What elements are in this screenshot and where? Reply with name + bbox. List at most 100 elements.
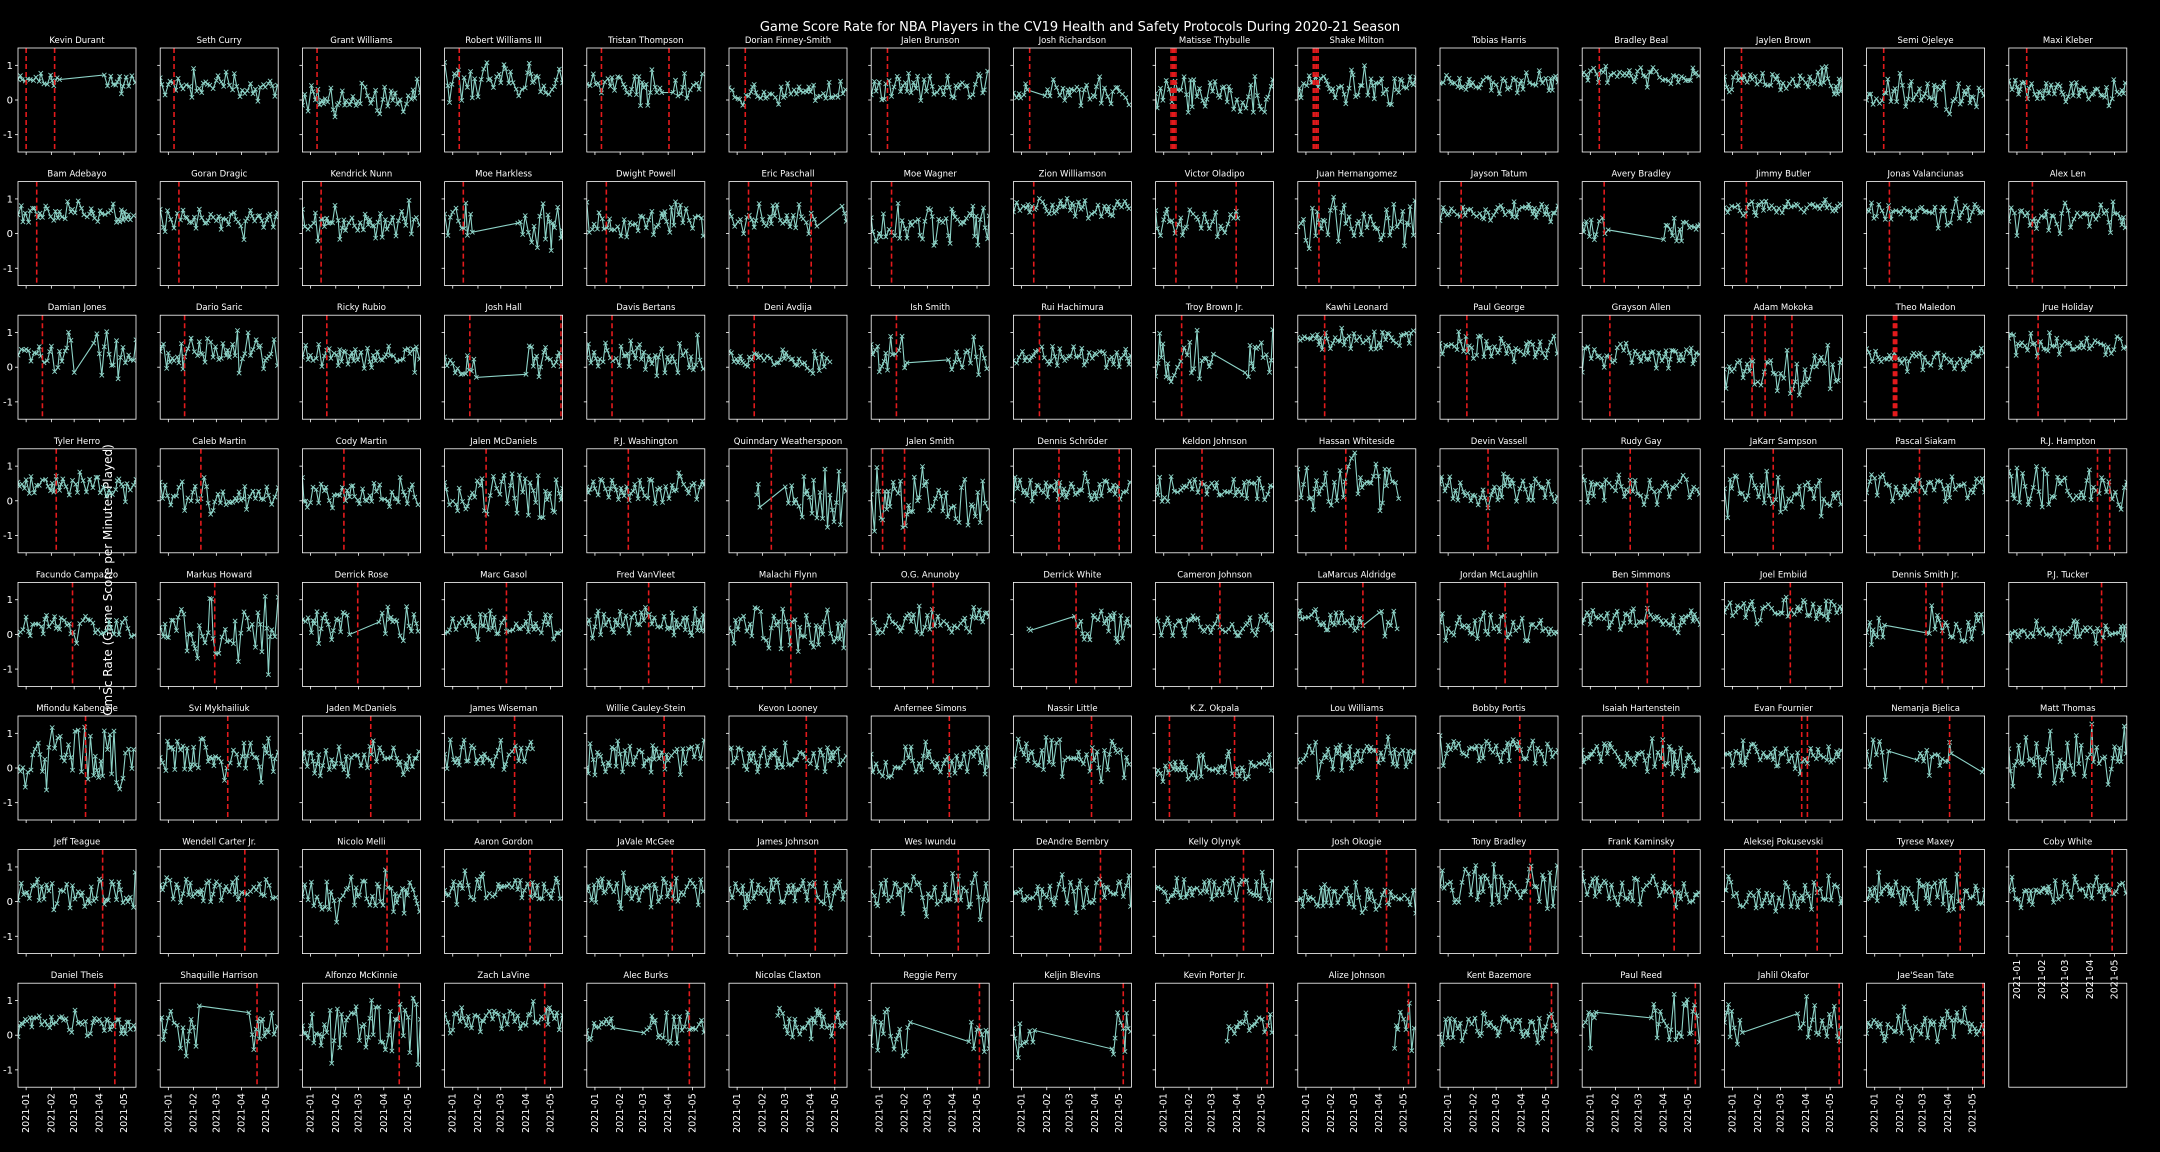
data-point	[131, 482, 136, 488]
panel-title: Deni Avdija	[764, 303, 812, 313]
data-point	[962, 476, 968, 482]
data-point	[800, 750, 806, 756]
data-point	[329, 220, 336, 226]
data-point	[1809, 364, 1815, 370]
data-point	[754, 94, 761, 100]
data-point	[1890, 88, 1897, 94]
data-point	[617, 608, 623, 614]
data-point	[2028, 630, 2034, 636]
data-point	[637, 103, 644, 109]
data-point	[1057, 346, 1063, 352]
data-point	[261, 224, 267, 230]
panel-title: Maxi Kleber	[2043, 36, 2093, 46]
data-point	[2094, 86, 2101, 92]
data-point	[19, 77, 25, 83]
data-point	[2032, 91, 2038, 97]
data-point	[841, 481, 847, 487]
data-point	[1761, 500, 1767, 506]
data-point	[527, 480, 533, 486]
data-point	[555, 630, 562, 636]
data-point	[1599, 481, 1606, 487]
data-point	[55, 215, 61, 221]
panel: Adam Mokoka	[1721, 303, 1843, 423]
data-point	[466, 614, 472, 620]
data-point	[1270, 627, 1274, 633]
data-point	[1601, 497, 1607, 503]
data-point	[321, 101, 327, 107]
data-point	[776, 360, 782, 366]
data-point	[18, 764, 21, 770]
data-point	[778, 761, 784, 767]
data-point	[238, 497, 244, 503]
data-point	[813, 622, 819, 629]
data-point	[1931, 487, 1937, 493]
data-point	[256, 488, 262, 494]
data-point	[976, 372, 982, 378]
data-point	[65, 199, 71, 205]
data-point	[595, 492, 601, 498]
data-point	[592, 624, 598, 630]
data-point	[1327, 346, 1333, 352]
data-point	[932, 764, 939, 771]
data-point	[904, 511, 910, 517]
data-point	[876, 79, 882, 85]
data-point	[78, 769, 85, 775]
data-point	[1975, 618, 1981, 624]
data-point	[230, 341, 236, 347]
data-point	[738, 746, 744, 752]
data-point	[249, 621, 255, 627]
data-point	[1323, 755, 1329, 761]
data-point	[1519, 615, 1525, 621]
data-point	[941, 761, 947, 767]
data-point	[395, 499, 401, 505]
data-point	[264, 484, 270, 490]
data-point	[1598, 484, 1604, 490]
data-point	[501, 766, 507, 773]
data-point	[469, 490, 475, 496]
data-point	[1969, 209, 1975, 215]
data-point	[342, 611, 348, 617]
data-point	[1826, 202, 1832, 208]
data-point	[243, 218, 249, 224]
data-point	[1348, 346, 1354, 352]
data-point	[43, 476, 49, 483]
data-point	[1870, 101, 1876, 107]
data-point	[904, 235, 910, 241]
data-point	[43, 612, 50, 618]
data-point	[127, 487, 133, 493]
data-point	[541, 349, 547, 355]
data-point	[513, 86, 519, 92]
data-point	[322, 96, 328, 102]
y-tick-label: -1	[3, 665, 13, 676]
data-point	[776, 755, 782, 761]
data-point	[1502, 78, 1508, 84]
data-point	[690, 621, 696, 627]
data-point	[835, 94, 841, 100]
data-point	[472, 623, 478, 629]
data-point	[1322, 752, 1328, 758]
data-point	[1526, 497, 1532, 503]
data-point	[95, 474, 101, 480]
data-point	[982, 500, 988, 506]
data-point	[617, 74, 623, 80]
data-point	[1601, 616, 1607, 622]
data-point	[255, 610, 261, 616]
data-point	[46, 624, 52, 630]
data-point	[58, 481, 64, 487]
data-point	[1978, 88, 1984, 94]
data-point	[620, 490, 626, 496]
data-point	[1804, 379, 1810, 385]
data-point	[523, 371, 529, 377]
data-point	[39, 768, 45, 774]
data-point	[2034, 96, 2040, 102]
data-point	[972, 748, 978, 754]
data-point	[1967, 626, 1973, 632]
data-point	[545, 212, 551, 218]
data-point	[207, 595, 213, 602]
data-point	[1504, 351, 1510, 357]
data-point	[357, 101, 363, 107]
data-point	[1254, 626, 1260, 633]
data-point	[2008, 218, 2012, 224]
data-point	[2046, 501, 2052, 508]
data-point	[1898, 211, 1904, 217]
